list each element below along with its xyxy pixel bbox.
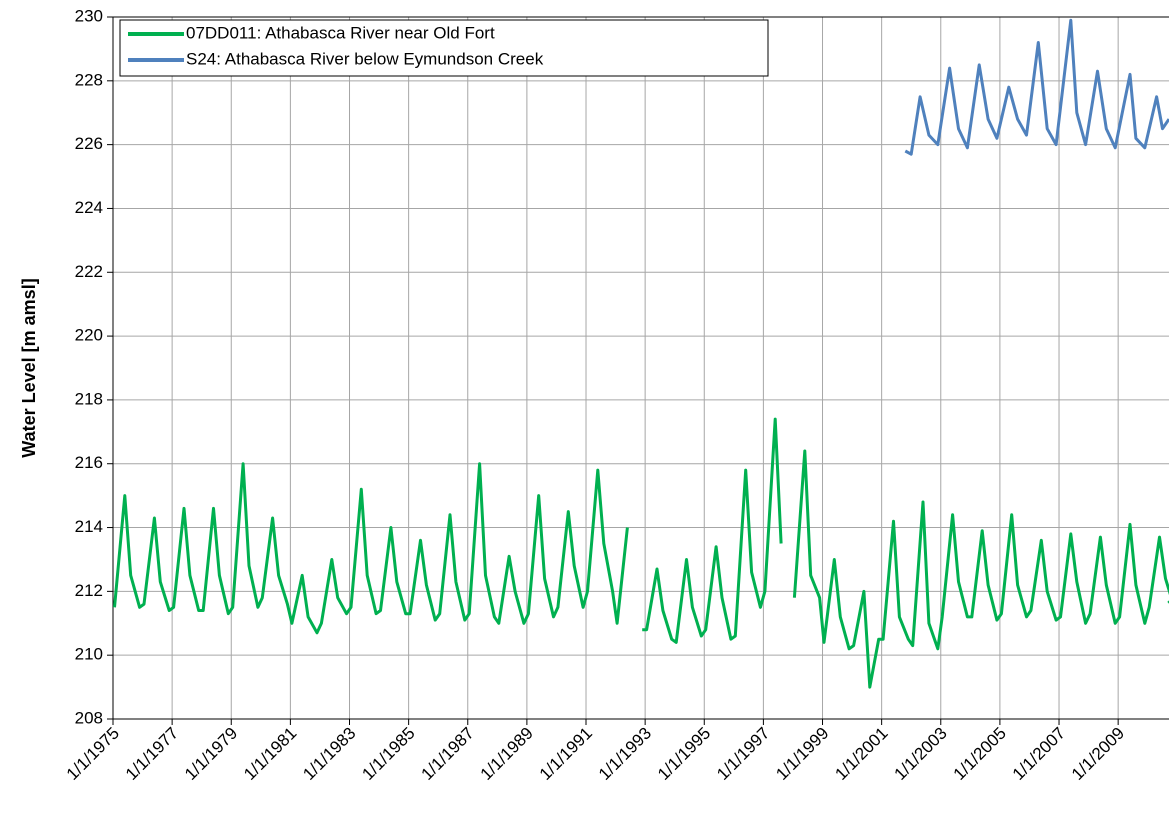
legend-box	[119, 19, 769, 77]
x-tick-label: 1/1/1989	[477, 724, 537, 784]
y-tick-label: 212	[75, 581, 103, 600]
x-tick-label: 1/1/1981	[240, 724, 300, 784]
x-tick-label: 1/1/1975	[63, 724, 123, 784]
y-axis-label: Water Level [m amsl]	[19, 278, 39, 457]
x-tick-label: 1/1/1977	[122, 724, 182, 784]
x-tick-label: 1/1/1999	[772, 724, 832, 784]
y-tick-label: 224	[75, 198, 103, 217]
x-tick-label: 1/1/1983	[299, 724, 359, 784]
series-line	[904, 18, 1169, 156]
y-tick-label: 216	[75, 453, 103, 472]
x-tick-label: 1/1/2003	[891, 724, 951, 784]
y-tick-label: 218	[75, 389, 103, 408]
x-tick-label: 1/1/1995	[654, 724, 714, 784]
x-tick-label: 1/1/1979	[181, 724, 241, 784]
y-tick-label: 214	[75, 517, 103, 536]
x-tick-label: 1/1/1985	[358, 724, 418, 784]
series-line	[113, 417, 1169, 689]
y-tick-label: 220	[75, 326, 103, 345]
y-tick-label: 230	[75, 6, 103, 25]
y-tick-label: 210	[75, 645, 103, 664]
x-tick-label: 1/1/1997	[713, 724, 773, 784]
x-tick-label: 1/1/2007	[1009, 724, 1069, 784]
y-tick-label: 208	[75, 708, 103, 727]
legend-label: 07DD011: Athabasca River near Old Fort	[186, 23, 495, 42]
x-tick-label: 1/1/1987	[418, 724, 478, 784]
y-tick-label: 228	[75, 70, 103, 89]
y-tick-label: 226	[75, 134, 103, 153]
x-tick-label: 1/1/2005	[950, 724, 1010, 784]
x-tick-label: 1/1/1991	[536, 724, 596, 784]
x-tick-label: 1/1/1993	[595, 724, 655, 784]
x-tick-label: 1/1/2009	[1068, 724, 1128, 784]
y-tick-label: 222	[75, 262, 103, 281]
legend-label: S24: Athabasca River below Eymundson Cre…	[186, 49, 544, 68]
x-tick-label: 1/1/2001	[831, 724, 891, 784]
